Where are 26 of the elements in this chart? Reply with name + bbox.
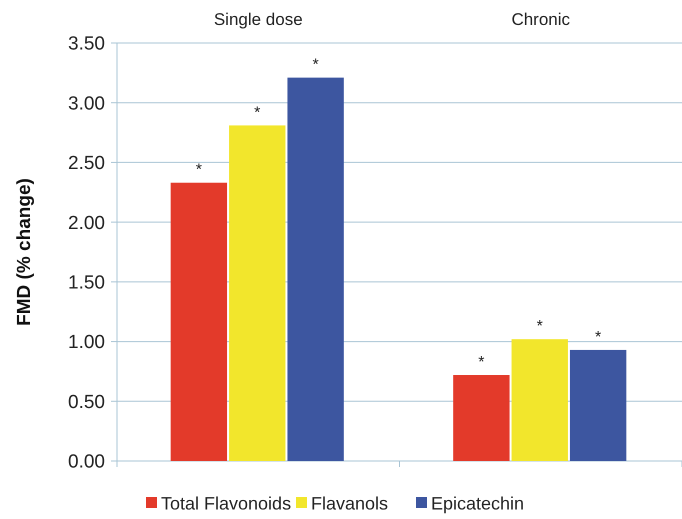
bar	[170, 182, 228, 461]
data-label: *	[595, 328, 602, 346]
bar	[570, 350, 626, 461]
bar	[512, 339, 568, 461]
y-axis-title: FMD (% change)	[14, 178, 35, 326]
y-tick-label: 2.50	[68, 153, 105, 174]
y-tick-label: 1.50	[68, 272, 105, 294]
bar	[229, 125, 286, 461]
legend-label: Epicatechin	[431, 493, 524, 514]
y-tick-label: 3.50	[68, 34, 105, 55]
bar	[287, 78, 344, 461]
data-label: *	[196, 162, 202, 179]
legend-label: Total Flavonoids	[161, 493, 292, 514]
x-tick-label: Chronic	[511, 10, 571, 29]
data-label: *	[254, 104, 260, 122]
legend-label: Flavanols	[311, 493, 388, 514]
y-tick-label: 3.00	[68, 93, 105, 114]
data-label: *	[312, 56, 319, 74]
y-tick-label: 0.50	[68, 392, 105, 413]
bar	[453, 375, 510, 461]
y-tick-label: 1.00	[68, 332, 105, 354]
y-tick-label: 0.00	[68, 452, 105, 473]
data-label: *	[536, 318, 543, 336]
y-tick-label: 2.00	[68, 212, 105, 234]
data-label: *	[478, 354, 484, 372]
x-tick-label: Single dose	[214, 10, 303, 29]
